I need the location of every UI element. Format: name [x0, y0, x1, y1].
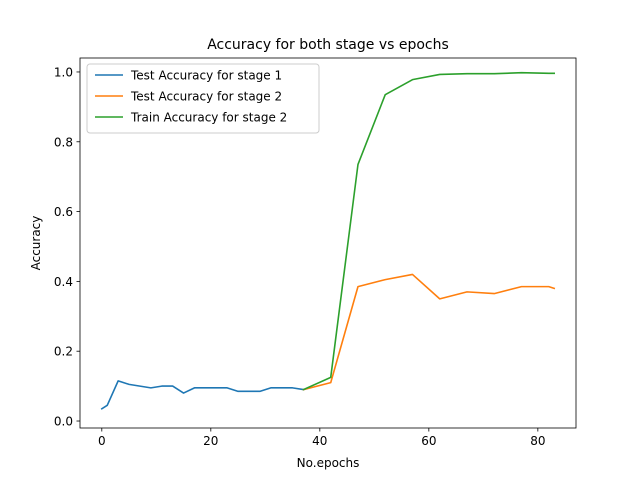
legend-label: Test Accuracy for stage 2 [130, 90, 282, 104]
y-tick-label: 0.8 [54, 135, 73, 149]
x-tick-label: 0 [98, 434, 106, 448]
x-tick-label: 80 [530, 434, 545, 448]
x-tick-label: 60 [421, 434, 436, 448]
y-tick-label: 0.4 [54, 275, 73, 289]
x-axis-ticks: 0 20 40 60 80 [98, 428, 545, 448]
y-axis-ticks: 0.0 0.2 0.4 0.6 0.8 1.0 [54, 65, 80, 429]
series-layer [100, 71, 556, 410]
y-tick-label: 0.0 [54, 415, 73, 429]
legend-label: Train Accuracy for stage 2 [130, 111, 287, 125]
y-tick-label: 0.6 [54, 205, 73, 219]
x-tick-label: 40 [312, 434, 327, 448]
legend: Test Accuracy for stage 1 Test Accuracy f… [86, 63, 320, 134]
legend-label: Test Accuracy for stage 1 [130, 69, 282, 83]
series-line-3 [302, 71, 556, 391]
y-tick-label: 0.2 [54, 345, 73, 359]
y-axis-label: Accuracy [29, 216, 43, 271]
series-line-2 [302, 273, 556, 391]
y-tick-label: 1.0 [54, 65, 73, 79]
series-line-1 [100, 380, 305, 410]
legend-box [86, 63, 320, 134]
chart-title: Accuracy for both stage vs epochs [207, 37, 449, 53]
x-axis-label: No.epochs [297, 456, 360, 470]
x-tick-label: 20 [203, 434, 218, 448]
plot-frame [79, 57, 577, 429]
